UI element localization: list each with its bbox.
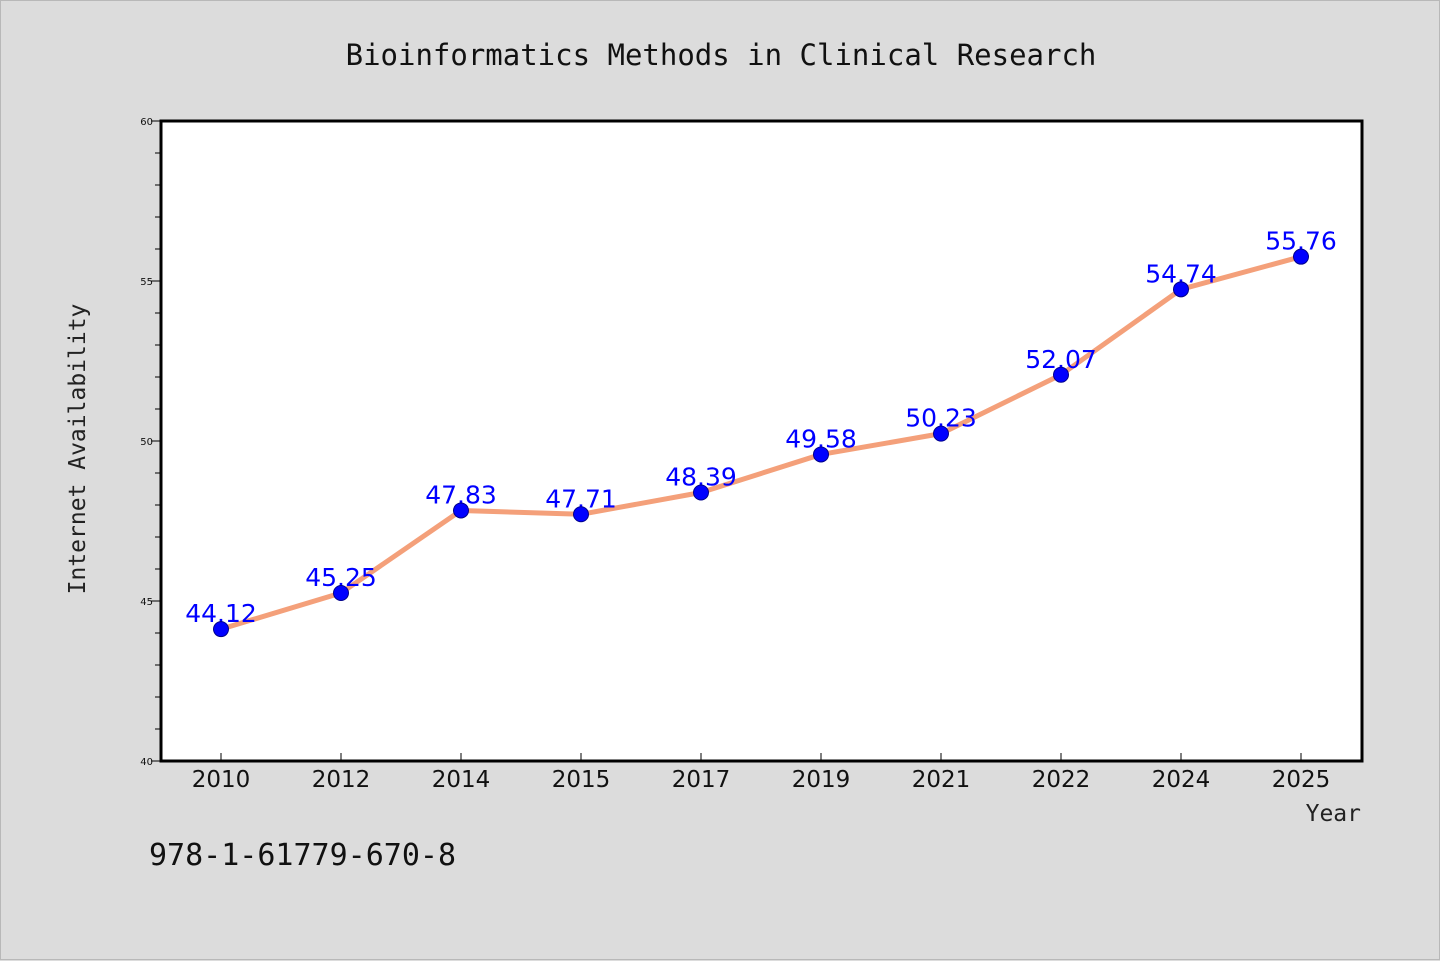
- x-tick-label: 2021: [912, 767, 971, 793]
- x-tick-label: 2014: [432, 767, 491, 793]
- y-tick-label: 55: [140, 277, 153, 288]
- data-point: [213, 621, 229, 638]
- x-tick-label: 2015: [552, 767, 611, 793]
- data-point: [453, 502, 469, 519]
- x-axis: 2010 2012 2014 2015 2017 2019 2021 2022 2024 2025: [192, 753, 1331, 793]
- y-axis-label: Internet Availability: [65, 304, 91, 595]
- data-point: [933, 425, 949, 442]
- x-tick-label: 2017: [672, 767, 731, 793]
- chart-title: Bioinformatics Methods in Clinical Resea…: [346, 38, 1097, 72]
- y-axis: 40 45 50 55 60: [140, 117, 161, 768]
- data-point: [693, 484, 709, 501]
- series-line: [218, 254, 1304, 632]
- data-point: [1173, 281, 1189, 298]
- y-tick-label: 50: [140, 437, 153, 448]
- data-point: [333, 585, 349, 601]
- y-tick-label: 45: [140, 597, 153, 608]
- x-tick-label: 2022: [1032, 767, 1091, 793]
- data-point: [573, 506, 589, 523]
- y-tick-label: 60: [140, 117, 153, 128]
- data-point: [1293, 248, 1309, 265]
- data-point: [813, 446, 829, 463]
- x-tick-label: 2012: [312, 767, 371, 793]
- x-tick-label: 2019: [792, 767, 851, 793]
- data-point: [1053, 366, 1069, 383]
- x-tick-label: 2024: [1152, 767, 1211, 793]
- isbn-footer: 978-1-61779-670-8: [149, 838, 456, 873]
- x-axis-label: Year: [1306, 801, 1361, 827]
- x-tick-label: 2010: [192, 767, 251, 793]
- y-tick-label: 40: [140, 757, 153, 768]
- x-tick-label: 2025: [1272, 767, 1331, 793]
- plot-area: [159, 119, 1364, 763]
